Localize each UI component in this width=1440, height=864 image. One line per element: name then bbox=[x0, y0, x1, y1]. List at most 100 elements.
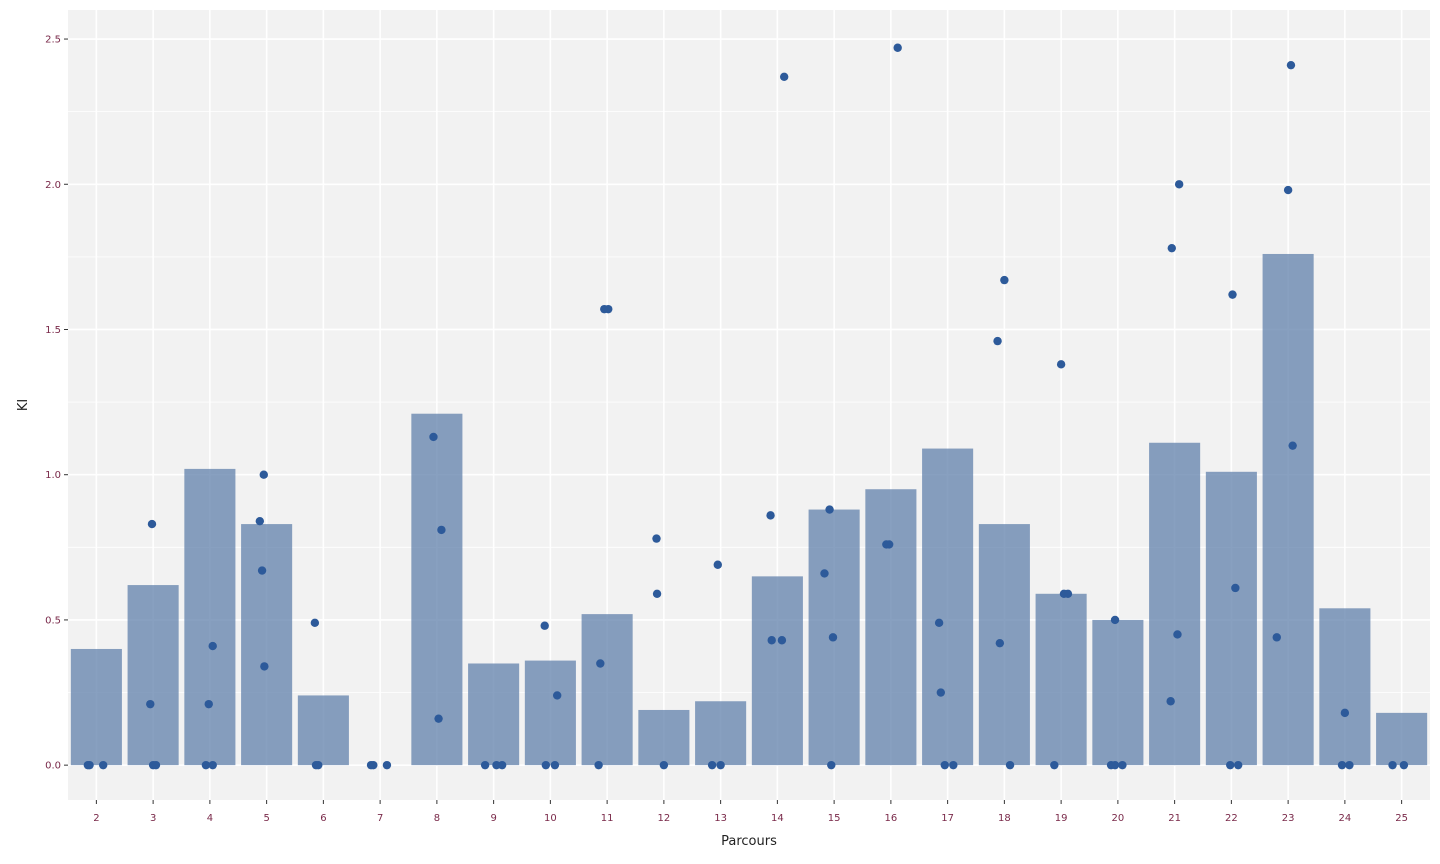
x-tick-label: 14 bbox=[771, 813, 784, 824]
point-18 bbox=[995, 638, 1005, 648]
x-tick-label: 25 bbox=[1395, 813, 1408, 824]
point-8 bbox=[429, 432, 438, 442]
point-18 bbox=[1005, 760, 1015, 770]
bars bbox=[70, 253, 1428, 766]
point-10 bbox=[552, 691, 562, 700]
point-5 bbox=[255, 516, 265, 526]
point-5 bbox=[259, 470, 268, 479]
bar-5 bbox=[241, 524, 293, 766]
point-16 bbox=[884, 540, 894, 549]
bar-8 bbox=[411, 413, 463, 766]
x-tick-label: 2 bbox=[93, 813, 99, 824]
bar-23 bbox=[1262, 253, 1314, 766]
x-tick-label: 15 bbox=[828, 813, 841, 824]
point-15 bbox=[828, 633, 838, 642]
point-18 bbox=[993, 336, 1002, 346]
y-tick-label: 1.5 bbox=[45, 325, 61, 336]
point-7 bbox=[369, 760, 378, 770]
point-22 bbox=[1231, 583, 1240, 593]
bar-13 bbox=[695, 701, 747, 766]
point-18 bbox=[1000, 275, 1009, 285]
y-tick-label: 2.5 bbox=[45, 35, 61, 46]
point-23 bbox=[1283, 185, 1293, 195]
x-tick-label: 21 bbox=[1168, 813, 1181, 824]
point-15 bbox=[825, 505, 834, 514]
point-21 bbox=[1167, 243, 1176, 253]
point-5 bbox=[260, 662, 269, 671]
point-5 bbox=[257, 566, 267, 575]
point-4 bbox=[201, 760, 211, 770]
x-tick-label: 12 bbox=[658, 813, 671, 824]
x-tick-label: 16 bbox=[885, 813, 898, 824]
x-tick-label: 11 bbox=[601, 813, 614, 824]
x-tick-label: 9 bbox=[490, 813, 496, 824]
point-14 bbox=[779, 72, 789, 82]
bar-11 bbox=[581, 614, 633, 766]
point-12 bbox=[652, 589, 662, 598]
x-tick-label: 6 bbox=[320, 813, 326, 824]
x-tick-label: 23 bbox=[1282, 813, 1295, 824]
point-17 bbox=[934, 618, 944, 628]
x-tick-label: 13 bbox=[714, 813, 727, 824]
point-14 bbox=[777, 636, 787, 645]
point-8 bbox=[437, 525, 446, 535]
point-4 bbox=[204, 699, 213, 709]
y-tick-label: 2.0 bbox=[45, 180, 61, 191]
point-17 bbox=[936, 688, 946, 697]
point-13 bbox=[707, 760, 717, 770]
point-8 bbox=[434, 714, 443, 723]
bar-22 bbox=[1205, 471, 1257, 766]
bar-24 bbox=[1319, 608, 1371, 766]
point-23 bbox=[1288, 441, 1297, 450]
point-14 bbox=[767, 636, 776, 645]
point-24 bbox=[1337, 760, 1347, 770]
point-13 bbox=[716, 760, 725, 770]
bar-10 bbox=[524, 660, 576, 766]
bar-25 bbox=[1376, 712, 1428, 766]
point-20 bbox=[1110, 760, 1120, 770]
point-25 bbox=[1388, 760, 1397, 770]
points bbox=[83, 43, 1409, 770]
point-16 bbox=[893, 43, 902, 52]
point-17 bbox=[949, 760, 958, 770]
point-9 bbox=[497, 760, 507, 770]
x-tick-label: 17 bbox=[941, 813, 954, 824]
point-3 bbox=[151, 760, 161, 770]
point-2 bbox=[85, 760, 94, 770]
x-tick-label: 3 bbox=[150, 813, 156, 824]
point-15 bbox=[820, 569, 829, 578]
y-axis-ticks: 0.0 0.5 1.0 1.5 2.0 2.5 bbox=[45, 35, 68, 772]
point-2 bbox=[98, 760, 108, 770]
y-tick-label: 1.0 bbox=[45, 470, 61, 481]
point-21 bbox=[1174, 180, 1184, 189]
bar-12 bbox=[638, 709, 690, 766]
point-22 bbox=[1228, 290, 1237, 299]
point-23 bbox=[1272, 633, 1281, 642]
point-19 bbox=[1050, 760, 1059, 770]
bar-17 bbox=[922, 448, 974, 766]
point-22 bbox=[1233, 760, 1243, 770]
x-tick-label: 7 bbox=[377, 813, 383, 824]
plot-panel bbox=[68, 10, 1430, 800]
x-tick-label: 22 bbox=[1225, 813, 1238, 824]
bar-20 bbox=[1092, 619, 1144, 766]
point-12 bbox=[659, 760, 669, 770]
point-10 bbox=[541, 760, 551, 770]
point-20 bbox=[1110, 615, 1120, 625]
point-22 bbox=[1226, 760, 1235, 770]
point-11 bbox=[604, 304, 613, 314]
point-19 bbox=[1056, 360, 1066, 369]
point-23 bbox=[1286, 60, 1296, 70]
point-11 bbox=[596, 659, 605, 668]
bar-19 bbox=[1035, 593, 1087, 766]
point-19 bbox=[1063, 589, 1073, 598]
x-tick-label: 19 bbox=[1055, 813, 1068, 824]
point-10 bbox=[550, 760, 560, 770]
point-12 bbox=[652, 534, 661, 543]
point-6 bbox=[314, 760, 323, 770]
point-15 bbox=[827, 760, 836, 770]
point-24 bbox=[1340, 708, 1350, 718]
point-6 bbox=[310, 618, 320, 628]
point-11 bbox=[594, 760, 603, 770]
